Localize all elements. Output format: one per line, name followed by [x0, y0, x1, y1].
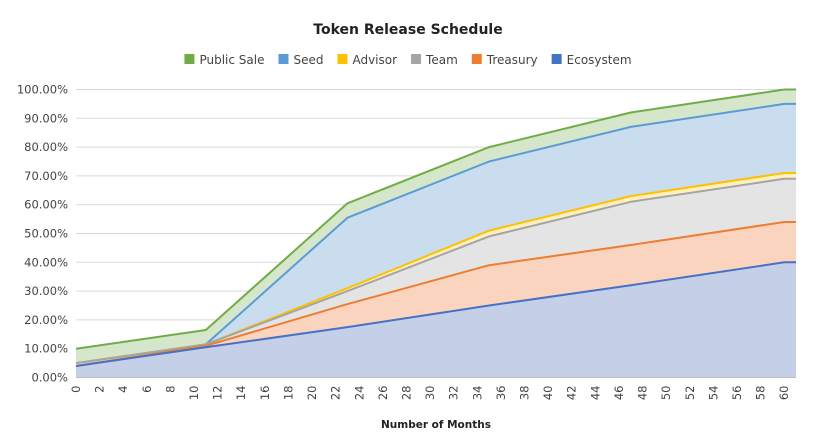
legend-swatch-treasury: [471, 54, 482, 64]
x-tick-label: 20: [305, 386, 319, 401]
area-seed: [76, 103, 796, 364]
legend-label-treasury: Treasury: [486, 53, 538, 67]
x-tick-label: 40: [541, 386, 555, 401]
area-team: [76, 178, 796, 366]
x-tick-label: 30: [423, 386, 437, 401]
area-treasury: [76, 222, 796, 366]
line-team: [75, 177, 796, 365]
x-tick-label: 0: [69, 386, 83, 393]
legend-swatch-team: [411, 54, 422, 64]
x-tick-label: 10: [187, 386, 201, 401]
x-tick-label: 22: [329, 386, 343, 401]
legend-label-advisor: Advisor: [352, 53, 397, 67]
x-tick-label: 6: [140, 386, 154, 393]
x-tick-label: 12: [211, 386, 225, 401]
x-tick-label: 48: [636, 386, 650, 401]
area-ecosystem: [76, 262, 796, 378]
x-tick-label: 38: [518, 386, 532, 401]
legend-swatch-ecosystem: [551, 54, 562, 64]
x-tick-label: 60: [777, 386, 791, 401]
series-areas: [76, 89, 796, 378]
series-lines: [75, 88, 796, 367]
chart-title: Token Release Schedule: [313, 22, 502, 38]
x-tick-label: 16: [258, 386, 272, 401]
x-tick-label: 4: [116, 386, 130, 393]
x-tick-label: 14: [234, 386, 248, 401]
x-tick-label: 42: [565, 386, 579, 401]
x-tick-label: 26: [376, 386, 390, 401]
y-tick-label: 10.00%: [24, 342, 68, 356]
line-treasury: [75, 221, 796, 367]
legend-label-public-sale: Public Sale: [199, 53, 264, 67]
legend-label-seed: Seed: [293, 53, 323, 67]
y-tick-label: 80.00%: [24, 140, 68, 154]
legend-swatch-seed: [278, 54, 289, 64]
line-ecosystem: [75, 261, 796, 367]
legend-label-ecosystem: Ecosystem: [567, 53, 632, 67]
x-tick-label: 32: [447, 386, 461, 401]
x-tick-label: 18: [281, 386, 295, 401]
x-tick-label: 44: [588, 386, 602, 401]
y-tick-label: 30.00%: [24, 284, 68, 298]
x-tick-label: 46: [612, 386, 626, 401]
y-tick-label: 60.00%: [24, 198, 68, 212]
legend-swatch-public-sale: [184, 54, 195, 64]
y-tick-label: 50.00%: [24, 227, 68, 241]
x-axis-label: Number of Months: [381, 419, 491, 431]
x-axis-ticks: 0 2 4 6 8 10 12 14 16 18 20 22 24 26 28 30 32 34 36 38 40 42 4…: [69, 386, 791, 401]
y-tick-label: 100.00%: [17, 83, 68, 97]
x-tick-label: 58: [754, 386, 768, 401]
x-tick-label: 36: [494, 386, 508, 401]
x-tick-label: 52: [683, 386, 697, 401]
x-tick-label: 50: [659, 386, 673, 401]
y-axis-ticks: 0.00% 10.00% 20.00% 30.00% 40.00% 50.00% 60.00…: [17, 83, 68, 385]
y-tick-label: 0.00%: [31, 371, 68, 385]
line-public-sale: [75, 88, 796, 350]
x-tick-label: 34: [470, 386, 484, 401]
y-tick-label: 90.00%: [24, 111, 68, 125]
x-tick-label: 8: [163, 386, 177, 393]
x-tick-label: 54: [706, 386, 720, 401]
y-tick-label: 40.00%: [24, 255, 68, 269]
legend: Public Sale Seed Advisor Team Treasury Ecosys…: [184, 53, 632, 67]
x-tick-label: 28: [399, 386, 413, 401]
x-tick-label: 56: [730, 386, 744, 401]
x-tick-label: 2: [93, 386, 107, 393]
area-public-sale: [76, 89, 796, 364]
legend-label-team: Team: [425, 53, 458, 67]
x-tick-label: 24: [352, 386, 366, 401]
y-tick-label: 70.00%: [24, 169, 68, 183]
y-tick-label: 20.00%: [24, 313, 68, 327]
legend-swatch-advisor: [337, 54, 348, 64]
